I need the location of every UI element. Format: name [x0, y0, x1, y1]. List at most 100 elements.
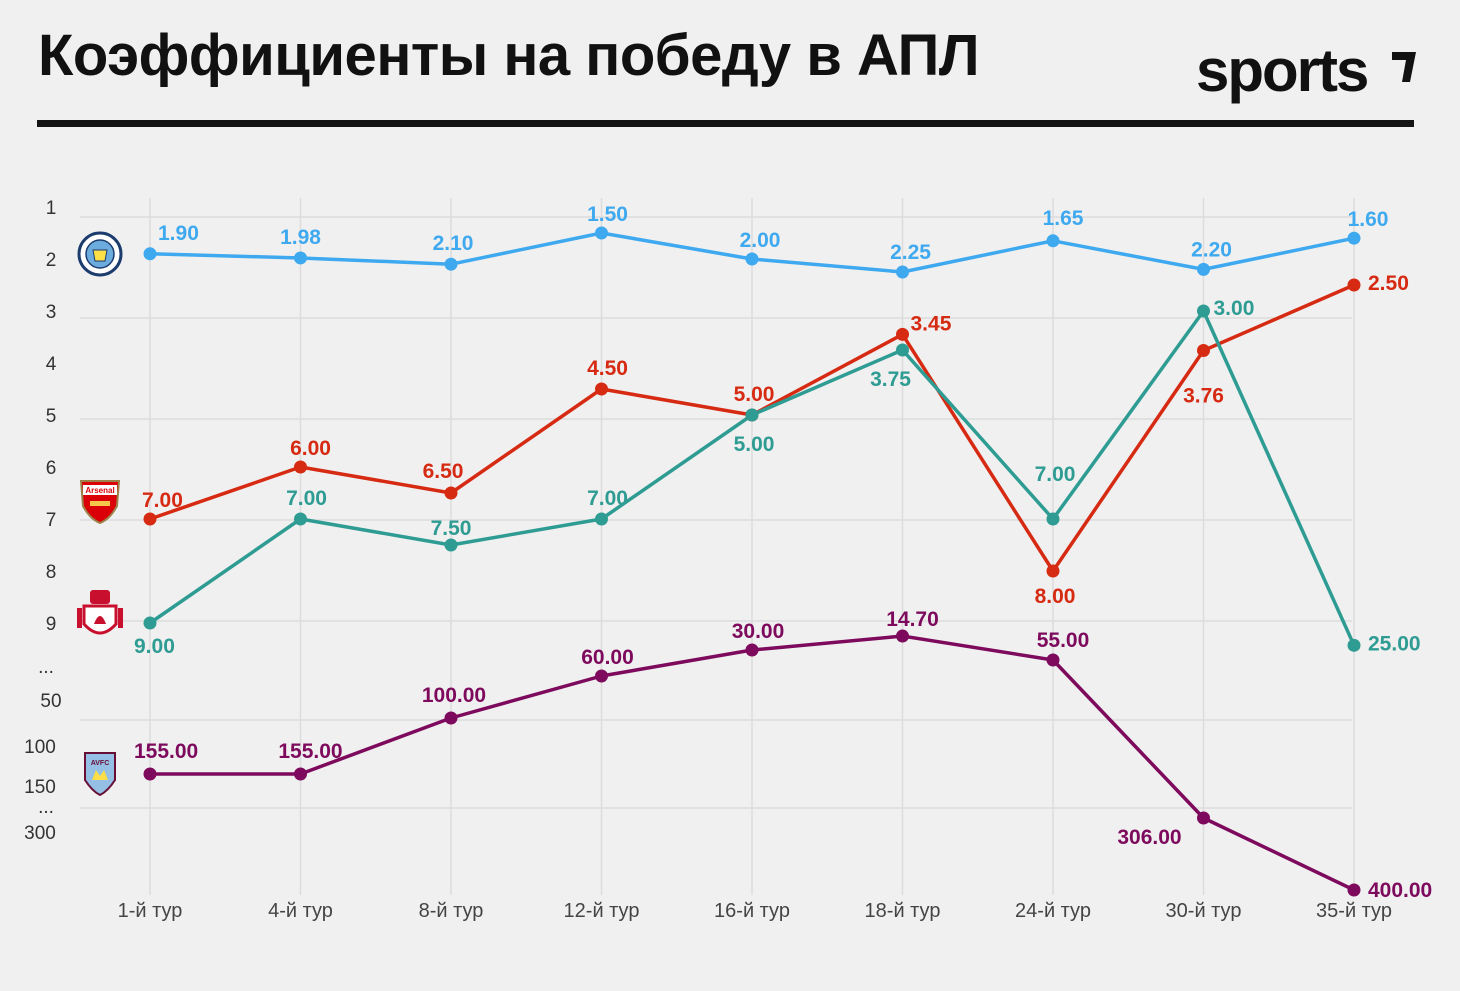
y-tick-label: 2: [46, 250, 57, 271]
x-tick-label: 16-й тур: [714, 900, 790, 922]
data-point: [143, 616, 157, 630]
data-point: [1347, 278, 1361, 292]
data-point: [745, 408, 759, 422]
data-point: [1197, 304, 1210, 318]
data-label: 6.00: [290, 437, 331, 460]
data-point: [1046, 512, 1060, 526]
data-point: [294, 767, 307, 781]
aston-villa-crest-icon: AVFC: [84, 752, 116, 797]
x-axis: 1-й тур 4-й тур 8-й тур 12-й тур 16-й тур 18-…: [118, 900, 1392, 922]
data-point: [896, 343, 909, 357]
data-point: [294, 251, 307, 265]
x-tick-label: 8-й тур: [419, 900, 484, 922]
y-tick-label: 100: [24, 737, 56, 758]
data-point: [1347, 883, 1361, 897]
data-point: [595, 226, 608, 240]
x-tick-label: 4-й тур: [268, 900, 333, 922]
data-point: [896, 327, 909, 341]
team-crests: Arsenal AVFC: [77, 231, 123, 797]
data-label: 30.00: [732, 620, 785, 643]
y-tick-label: 1: [46, 198, 57, 219]
data-point: [1046, 564, 1060, 578]
data-label: 4.50: [587, 357, 628, 380]
x-tick-label: 1-й тур: [118, 900, 183, 922]
data-label: 9.00: [134, 635, 175, 658]
sports-logo: sports: [1196, 37, 1369, 104]
x-tick-label: 30-й тур: [1166, 900, 1242, 922]
data-label: 400.00: [1368, 879, 1432, 902]
data-point: [294, 460, 307, 474]
data-point: [444, 538, 458, 552]
data-point: [444, 711, 458, 725]
page-title: Коэффициенты на победу в АПЛ: [38, 23, 980, 88]
data-point: [1197, 811, 1210, 825]
data-label: 3.76: [1183, 385, 1224, 408]
data-point: [595, 669, 608, 683]
data-label: 3.75: [870, 368, 911, 391]
data-label: 2.25: [890, 241, 931, 264]
logo-mark-icon: [1392, 52, 1416, 82]
y-tick-label: 4: [46, 354, 57, 375]
y-tick-label: 5: [46, 406, 57, 427]
data-label: 1.98: [280, 226, 321, 249]
data-point: [143, 247, 157, 261]
data-point: [595, 512, 608, 526]
data-point: [896, 629, 909, 643]
data-point: [1046, 234, 1060, 248]
y-tick-label: 50: [40, 691, 61, 712]
data-label: 1.90: [158, 222, 199, 245]
y-tick-label: 9: [46, 614, 57, 635]
data-label: 1.50: [587, 203, 628, 226]
data-point: [896, 265, 909, 279]
data-label: 5.00: [734, 433, 775, 456]
data-point: [745, 252, 759, 266]
data-label: 7.50: [431, 517, 472, 540]
data-label: 14.70: [886, 608, 939, 631]
data-label: 7.00: [587, 487, 628, 510]
data-label: 60.00: [581, 646, 634, 669]
y-tick-label: 7: [46, 510, 57, 531]
data-labels: 1.90 1.98 2.10 1.50 2.00 2.25 1.65 2.20 1.60 7.00…: [134, 203, 1432, 902]
data-label: 2.20: [1191, 238, 1232, 261]
data-label: 7.00: [286, 487, 327, 510]
data-label: 25.00: [1368, 632, 1421, 655]
data-label: 2.10: [433, 232, 474, 255]
data-label: 7.00: [1035, 463, 1076, 486]
liverpool-crest-icon: [77, 590, 123, 635]
data-label: 1.65: [1043, 207, 1084, 230]
data-point: [1347, 231, 1361, 245]
y-axis: 1 2 3 4 5 6 7 8 9... 50 100 150... 300: [24, 198, 61, 844]
data-point: [143, 767, 157, 781]
y-tick-label: 3: [46, 302, 57, 323]
data-label: 155.00: [134, 740, 198, 763]
data-point: [1197, 262, 1210, 276]
data-point: [143, 512, 157, 526]
data-point: [1046, 653, 1060, 667]
x-tick-label: 35-й тур: [1316, 900, 1392, 922]
y-tick-label: 6: [46, 458, 57, 479]
data-label: 5.00: [734, 383, 775, 406]
series-points: [143, 226, 1361, 897]
y-tick-label: 300: [24, 823, 56, 844]
header-divider: [37, 120, 1414, 127]
data-label: 3.00: [1214, 297, 1255, 320]
arsenal-crest-icon: Arsenal: [79, 480, 121, 525]
svg-text:Arsenal: Arsenal: [85, 486, 114, 495]
data-label: 100.00: [422, 684, 486, 707]
data-label: 2.50: [1368, 272, 1409, 295]
data-label: 6.50: [423, 460, 464, 483]
y-tick-label: 8: [46, 562, 57, 583]
data-point: [444, 486, 458, 500]
data-label: 2.00: [740, 229, 781, 252]
data-label: 55.00: [1037, 629, 1090, 652]
x-tick-label: 18-й тур: [865, 900, 941, 922]
data-label: 7.00: [142, 489, 183, 512]
data-label: 8.00: [1035, 585, 1076, 608]
chart-grid: [80, 198, 1355, 895]
data-point: [1347, 638, 1361, 652]
data-point: [1197, 344, 1210, 358]
data-label: 306.00: [1117, 826, 1181, 849]
data-label: 155.00: [278, 740, 342, 763]
svg-text:AVFC: AVFC: [91, 760, 110, 767]
